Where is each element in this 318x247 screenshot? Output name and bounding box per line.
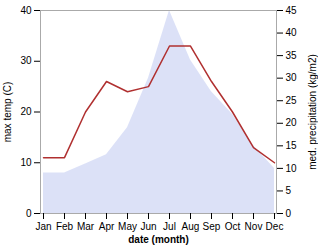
svg-text:Oct: Oct [225, 221, 241, 232]
svg-text:Jul: Jul [163, 221, 176, 232]
svg-text:0: 0 [286, 208, 292, 219]
svg-text:40: 40 [20, 5, 32, 16]
svg-text:30: 30 [286, 72, 298, 83]
svg-text:Aug: Aug [182, 221, 200, 232]
svg-text:20: 20 [286, 117, 298, 128]
svg-text:10: 10 [20, 157, 32, 168]
svg-text:0: 0 [26, 208, 32, 219]
svg-text:Feb: Feb [56, 221, 74, 232]
svg-text:Mar: Mar [77, 221, 95, 232]
svg-text:30: 30 [20, 55, 32, 66]
svg-text:med. precipitation (kg/m2): med. precipitation (kg/m2) [307, 54, 318, 170]
svg-text:max temp (C): max temp (C) [2, 82, 13, 143]
svg-text:35: 35 [286, 50, 298, 61]
svg-text:40: 40 [286, 27, 298, 38]
svg-text:Jun: Jun [140, 221, 156, 232]
svg-text:Dec: Dec [266, 221, 284, 232]
svg-text:10: 10 [286, 163, 298, 174]
svg-text:5: 5 [286, 185, 292, 196]
svg-text:20: 20 [20, 106, 32, 117]
svg-text:15: 15 [286, 140, 298, 151]
svg-text:Sep: Sep [203, 221, 221, 232]
svg-text:Jan: Jan [35, 221, 51, 232]
svg-text:Nov: Nov [245, 221, 263, 232]
svg-text:Apr: Apr [99, 221, 115, 232]
svg-text:25: 25 [286, 95, 298, 106]
svg-text:date (month): date (month) [128, 234, 189, 245]
svg-text:45: 45 [286, 5, 298, 16]
svg-text:May: May [118, 221, 137, 232]
